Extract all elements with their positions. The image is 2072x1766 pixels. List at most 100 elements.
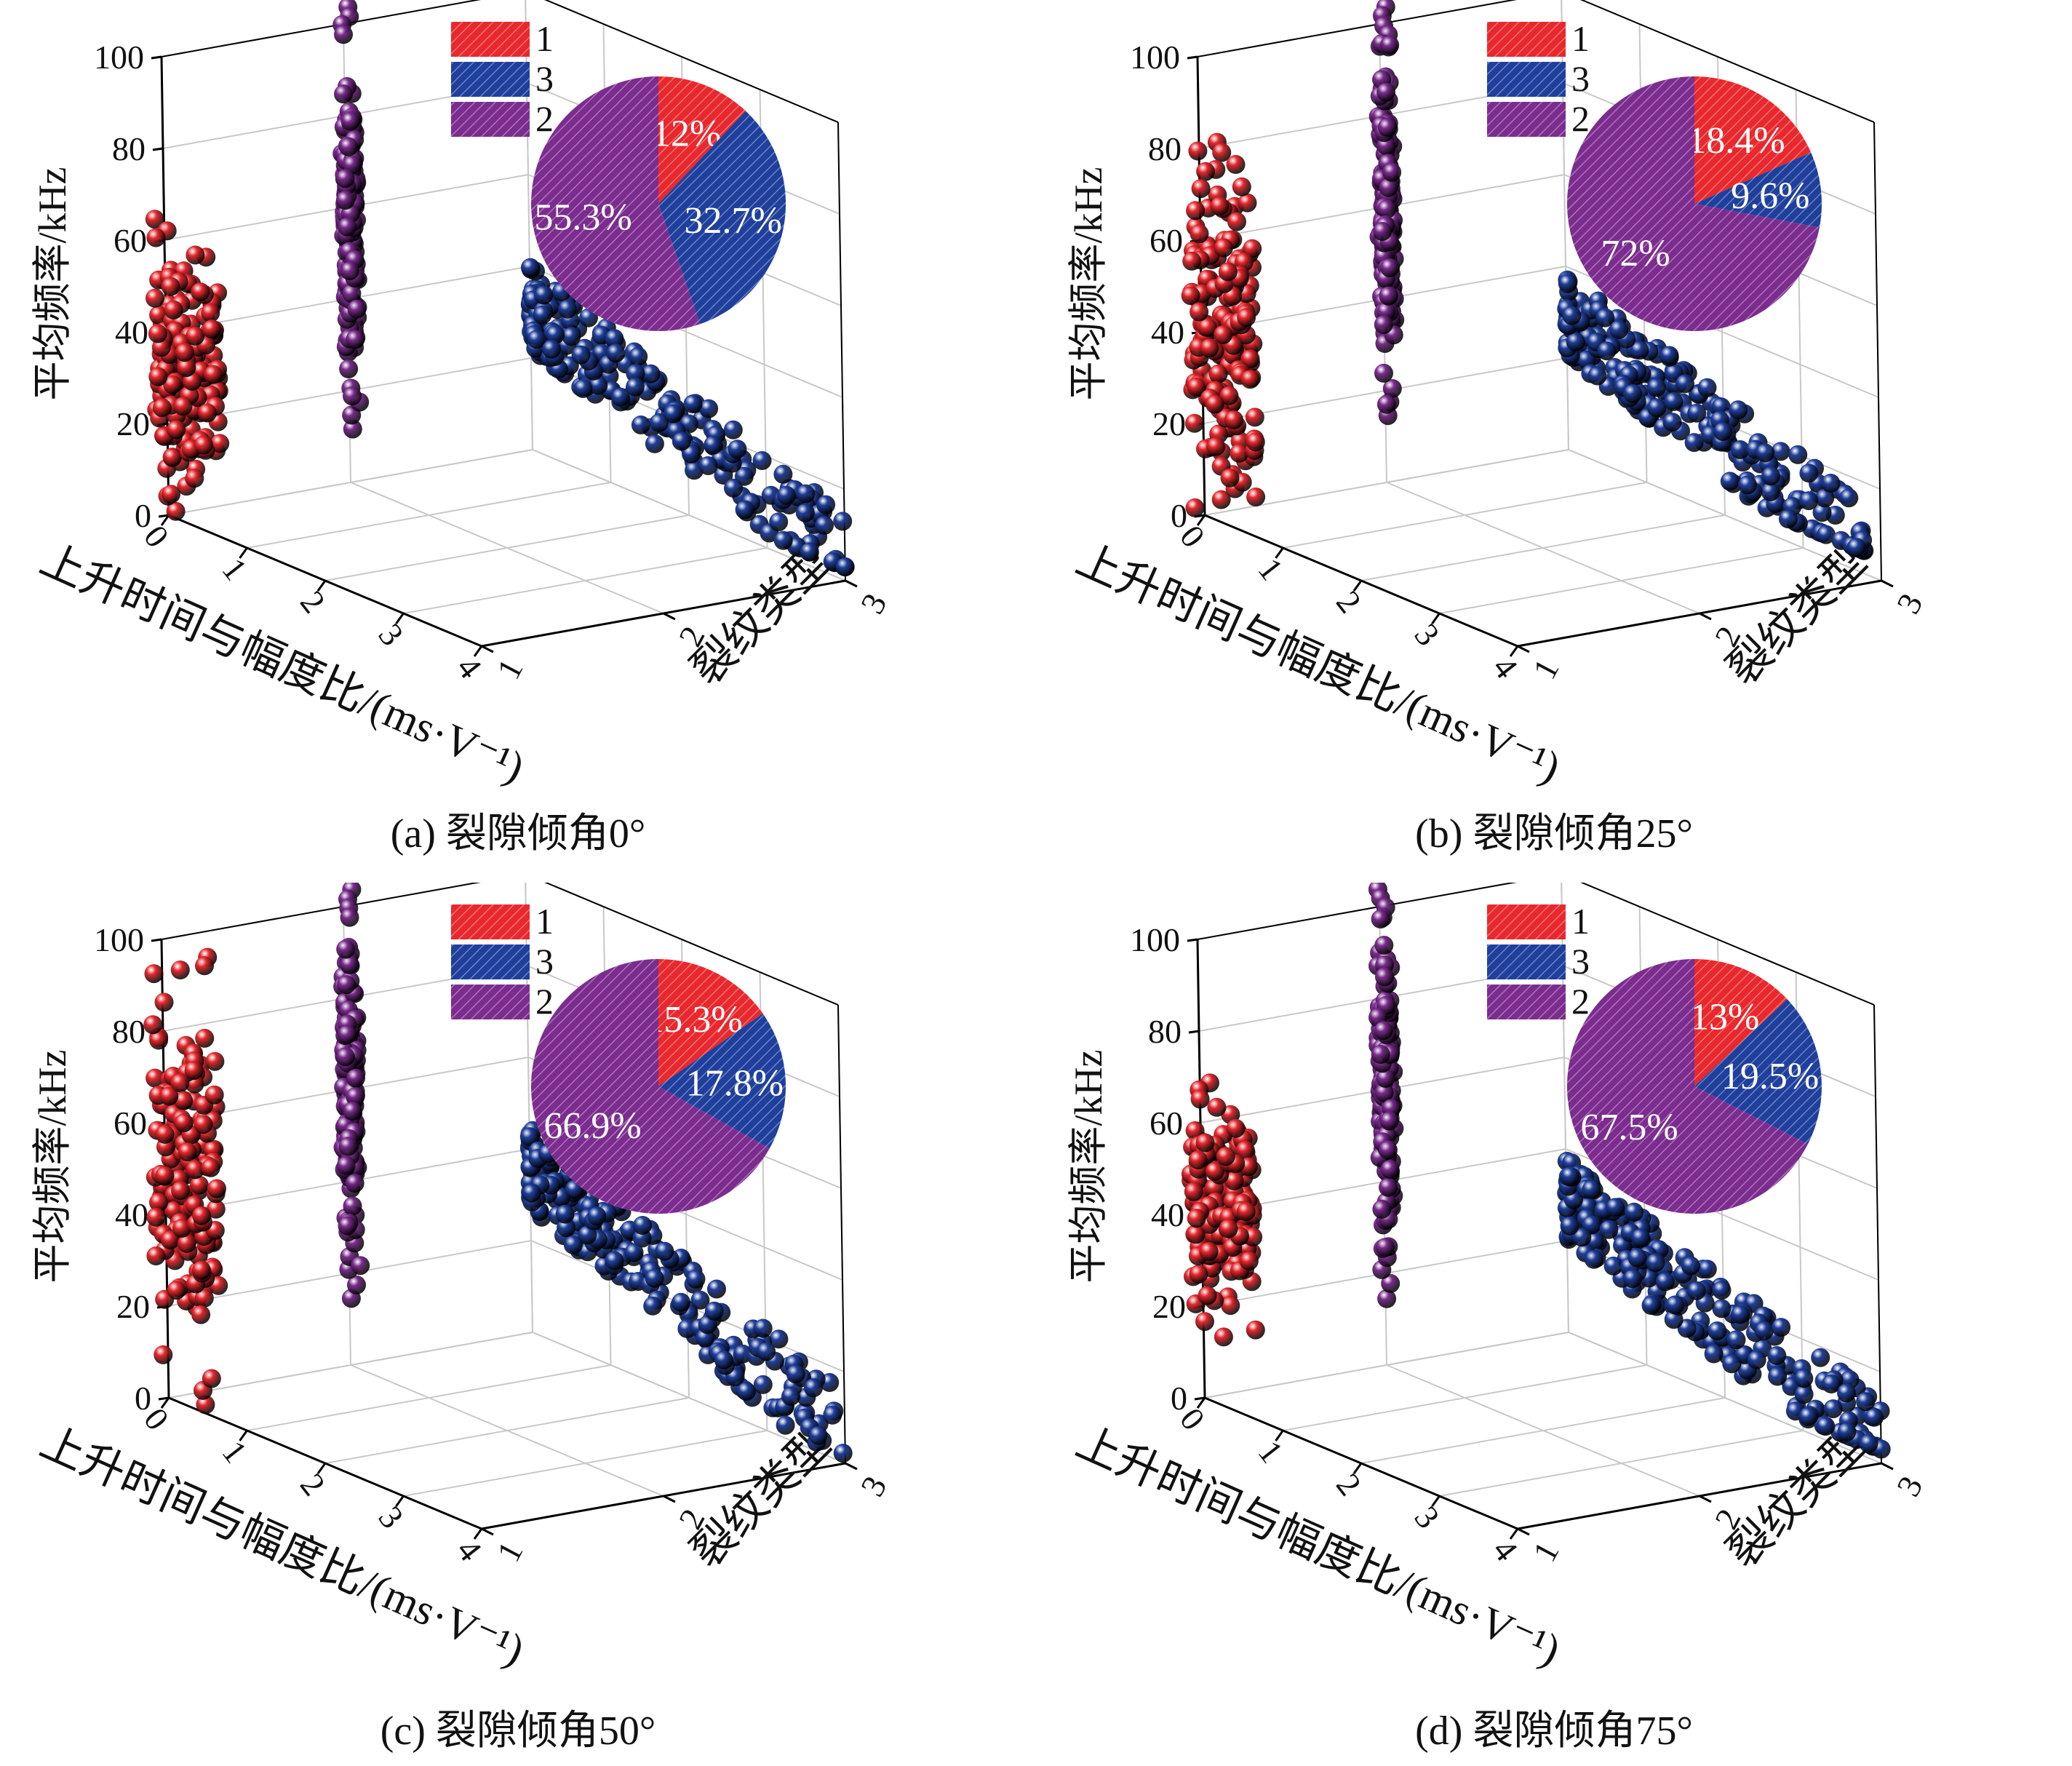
scatter-point-type-2 — [346, 1068, 365, 1088]
scatter-point-type-2 — [1376, 1069, 1395, 1088]
scatter-point-type-1 — [1190, 302, 1209, 322]
z-tick-label: 20 — [116, 405, 150, 442]
scatter-point-type-1 — [162, 485, 180, 504]
pie-slice-3 — [1694, 152, 1822, 228]
z-tick-label: 80 — [1148, 130, 1182, 167]
scatter-point-type-1 — [207, 1179, 226, 1198]
scatter-point-type-3 — [773, 464, 793, 484]
panel-b: 0 20 40 60 80 100 0 1 2 3 4 1 2 3 平均频率/kHz 上升时间与幅度比/(ms… — [1036, 0, 2072, 883]
legend-label: 2 — [535, 981, 554, 1022]
x-tick — [316, 1463, 327, 1474]
scatter-point-type-1 — [1246, 1320, 1265, 1340]
scatter-point-type-3 — [1761, 482, 1780, 501]
scatter-point-type-2 — [337, 975, 356, 995]
scatter-point-type-2 — [1379, 1177, 1398, 1197]
scatter-point-type-3 — [728, 439, 747, 459]
scatter-point-type-3 — [1566, 332, 1585, 351]
scatter-point-type-1 — [178, 1142, 197, 1162]
x-tick — [1352, 580, 1363, 592]
scatter-point-type-3 — [555, 1204, 575, 1224]
scatter-point-type-1 — [184, 1061, 204, 1081]
scatter-point-type-1 — [205, 1051, 225, 1071]
pie-label: 12% — [652, 113, 721, 154]
scatter-point-type-3 — [704, 435, 723, 455]
scatter-point-type-1 — [1232, 177, 1251, 196]
pie-slice-2 — [530, 959, 770, 1214]
z-tick — [1187, 938, 1198, 942]
legend-swatch-1 — [451, 22, 530, 57]
grid-line — [532, 1332, 846, 1464]
scatter-point-type-2 — [1371, 910, 1390, 928]
scatter-point-type-3 — [1712, 1299, 1732, 1318]
scatter-point-type-3 — [1839, 488, 1859, 508]
scatter-point-type-1 — [1188, 141, 1208, 161]
scatter-point-type-1 — [164, 300, 183, 319]
scatter-point-type-3 — [1772, 1318, 1791, 1337]
scatter-point-type-1 — [195, 1028, 215, 1048]
scatter-point-type-3 — [704, 1301, 724, 1321]
x-tick — [473, 645, 483, 657]
legend-label: 1 — [535, 901, 554, 942]
scatter-point-type-3 — [645, 434, 664, 453]
z-tick-label: 80 — [1148, 1013, 1182, 1050]
pie-label: 55.3% — [534, 196, 631, 238]
scatter-point-type-1 — [198, 403, 217, 423]
scatter-point-type-1 — [1224, 1171, 1244, 1190]
pie-slice-3 — [658, 111, 786, 325]
scatter-point-type-2 — [339, 359, 359, 378]
scatter-point-type-3 — [587, 1206, 607, 1226]
scatter-point-type-3 — [1767, 1346, 1787, 1365]
scatter-point-type-1 — [1219, 386, 1239, 405]
scatter-point-type-1 — [204, 1085, 224, 1105]
scatter-point-type-3 — [589, 375, 608, 395]
scatter-point-type-1 — [1199, 1241, 1219, 1261]
type-tick-label: 1 — [490, 653, 530, 685]
scatter-point-type-3 — [1756, 443, 1774, 463]
scatter-point-type-1 — [154, 993, 174, 1012]
scatter-point-type-3 — [1625, 1202, 1643, 1222]
scatter-point-type-1 — [1210, 196, 1230, 216]
scatter-point-type-3 — [1815, 488, 1835, 508]
legend-swatch-1 — [1487, 22, 1566, 57]
scatter-point-type-1 — [160, 1230, 180, 1250]
frame-edge — [837, 122, 846, 581]
scatter-point-type-1 — [1195, 1312, 1214, 1332]
caption-d: (d) 裂隙倾角75° — [1415, 1709, 1693, 1754]
scatter-point-type-1 — [186, 245, 205, 265]
scatter-point-type-3 — [610, 387, 630, 407]
scatter-point-type-1 — [1221, 1296, 1240, 1316]
scatter-point-type-2 — [1374, 936, 1394, 955]
scatter-point-type-1 — [146, 288, 164, 308]
z-tick-label: 40 — [1151, 314, 1184, 351]
scatter-point-type-3 — [1662, 413, 1682, 432]
x-tick-label: 1 — [215, 551, 255, 587]
scatter-point-type-3 — [1823, 1399, 1843, 1419]
scatter-point-type-2 — [1376, 394, 1396, 414]
scatter-point-type-3 — [786, 1364, 805, 1384]
scatter-point-type-3 — [1627, 1248, 1647, 1268]
x-tick-label: 3 — [372, 616, 411, 653]
scatter-point-type-2 — [1382, 379, 1402, 398]
z-tick-label: 0 — [1171, 1380, 1187, 1417]
scatter-point-type-3 — [1664, 391, 1683, 411]
scatter-point-type-1 — [1200, 338, 1219, 358]
scatter-point-type-3 — [1686, 1281, 1706, 1300]
legend-swatch-2 — [451, 102, 530, 137]
grid-line — [1568, 1332, 1882, 1464]
scatter-point-type-3 — [1794, 1369, 1814, 1388]
scatter-point-type-2 — [1374, 1083, 1394, 1102]
scatter-point-type-2 — [343, 386, 362, 406]
scatter-point-type-1 — [1240, 370, 1260, 389]
scatter-point-type-3 — [1738, 475, 1757, 495]
scatter-point-type-2 — [347, 299, 367, 319]
scatter-point-type-3 — [804, 1378, 823, 1398]
scatter-point-type-3 — [1720, 472, 1740, 491]
scatter-point-type-2 — [1374, 363, 1393, 383]
scatter-point-type-1 — [1187, 377, 1206, 397]
scatter-point-type-1 — [1227, 212, 1246, 231]
scatter-point-type-3 — [1587, 366, 1607, 386]
scatter-point-type-1 — [1206, 437, 1226, 456]
scatter-point-type-3 — [752, 451, 772, 470]
